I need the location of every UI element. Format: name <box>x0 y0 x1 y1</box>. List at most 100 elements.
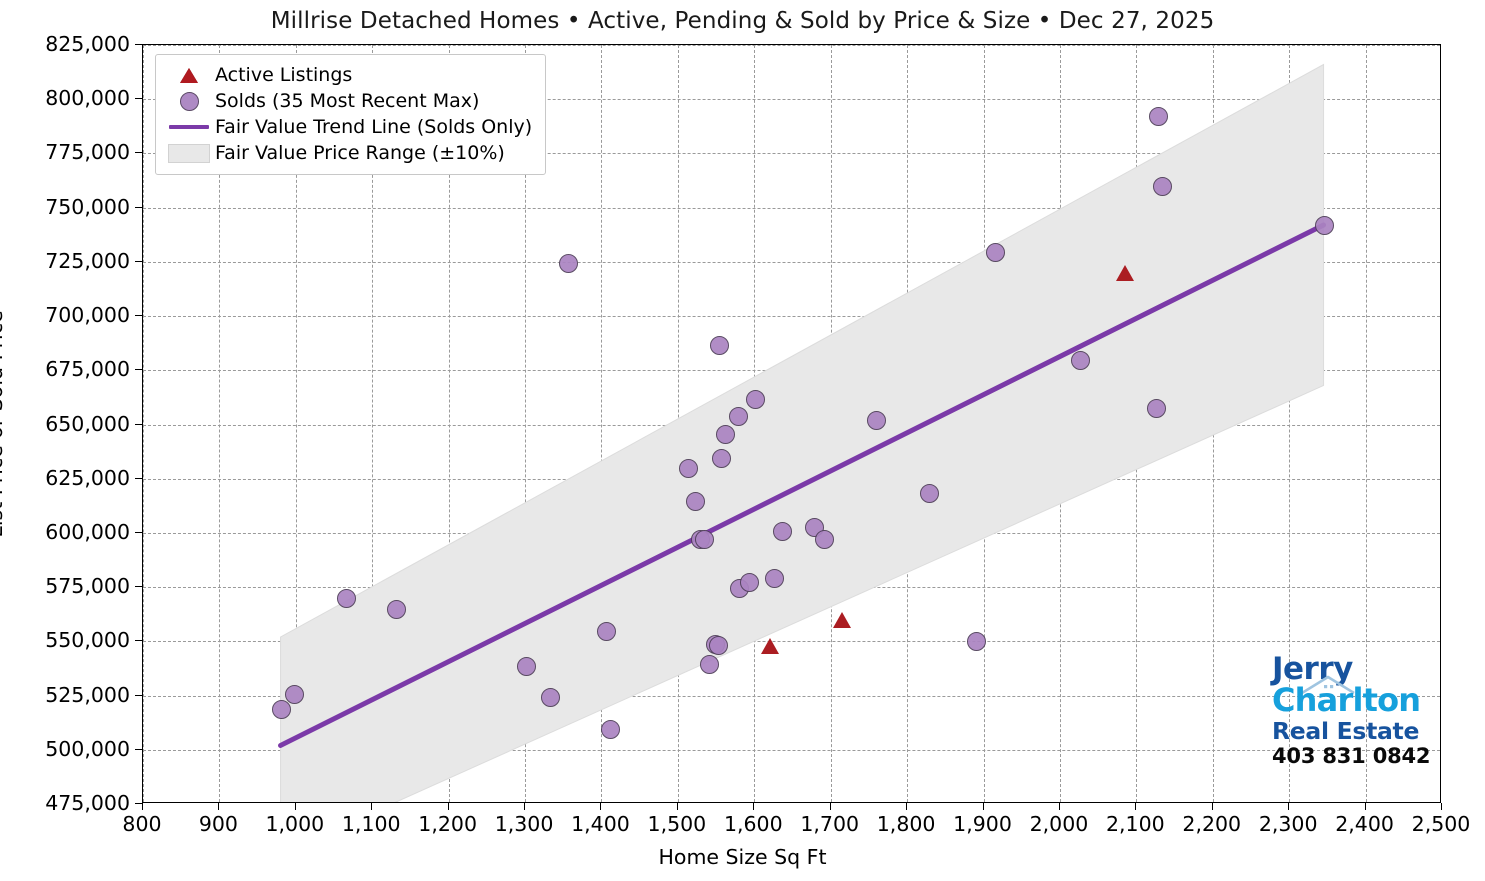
y-tick-label: 800,000 <box>45 86 130 111</box>
logo-line-charlton: Charlton <box>1272 680 1421 719</box>
y-tick-label: 775,000 <box>45 140 130 165</box>
trend-line <box>143 45 1440 802</box>
x-tick-mark <box>829 803 831 810</box>
y-tick-label: 650,000 <box>45 411 130 436</box>
brand-logo: Jerry Charlton Real Estate 403 831 0842 <box>1272 654 1432 769</box>
sold-point <box>272 700 292 720</box>
sold-point <box>814 529 834 549</box>
x-tick-label: 1,600 <box>723 812 783 836</box>
x-tick-mark <box>982 803 984 810</box>
y-tick-mark <box>135 152 142 154</box>
sold-point <box>596 622 616 641</box>
x-tick-label: 2,400 <box>1335 812 1394 836</box>
x-tick-mark <box>1441 803 1442 810</box>
x-tick-mark <box>600 803 602 810</box>
sold-point <box>712 448 732 468</box>
x-tick-label: 2,300 <box>1258 812 1318 836</box>
trend-line-shape <box>278 222 1327 748</box>
active-listing-point <box>760 637 779 654</box>
y-tick-mark <box>135 98 142 100</box>
sold-point <box>967 631 987 651</box>
y-tick-label: 525,000 <box>45 682 130 707</box>
gridline-vertical <box>372 45 374 802</box>
x-tick-mark <box>218 803 220 810</box>
x-tick-mark <box>676 803 678 810</box>
sold-point <box>541 688 560 708</box>
line-swatch-icon <box>167 125 211 129</box>
page-title: Millrise Detached Homes • Active, Pendin… <box>270 8 1215 34</box>
legend-item-trend: Fair Value Trend Line (Solds Only) <box>167 114 532 140</box>
y-tick-mark <box>135 369 142 371</box>
x-tick-label: 1,000 <box>265 812 325 836</box>
x-tick-mark <box>142 803 143 810</box>
sold-point <box>772 522 792 542</box>
x-tick-mark <box>753 803 755 810</box>
x-tick-label: 2,000 <box>1029 812 1089 836</box>
sold-point <box>516 656 536 676</box>
sold-point <box>686 491 706 511</box>
sold-point <box>558 254 578 274</box>
x-tick-label: 1,300 <box>494 812 554 836</box>
gridline-horizontal <box>143 749 1440 751</box>
legend-item-solds: Solds (35 Most Recent Max) <box>167 88 532 114</box>
y-tick-mark <box>135 694 142 696</box>
sold-point <box>336 589 356 609</box>
logo-phone: 403 831 0842 <box>1272 744 1431 769</box>
logo-line-realestate: Real Estate <box>1272 716 1420 745</box>
sold-point <box>709 335 729 355</box>
sold-point <box>386 600 406 620</box>
y-tick-label: 750,000 <box>45 194 130 219</box>
sold-point <box>600 719 620 739</box>
house-roof-icon <box>1301 675 1355 694</box>
active-listing-point <box>833 611 852 628</box>
sold-point <box>764 568 784 588</box>
y-tick-mark <box>135 477 142 479</box>
y-tick-label: 475,000 <box>45 791 130 815</box>
y-tick-mark <box>135 531 142 533</box>
y-tick-mark <box>135 803 142 804</box>
x-tick-mark <box>447 803 449 810</box>
x-tick-mark <box>1211 803 1213 810</box>
gridline-vertical <box>448 45 450 802</box>
x-tick-mark <box>1058 803 1060 810</box>
gridline-vertical <box>1289 45 1291 802</box>
y-tick-mark <box>135 315 142 317</box>
sold-point <box>866 410 886 430</box>
y-axis-label: List Price or Sold Price <box>0 310 7 538</box>
x-tick-mark <box>371 803 373 810</box>
sold-point <box>1315 216 1335 236</box>
x-tick-label: 1,800 <box>876 812 936 836</box>
y-tick-label: 500,000 <box>45 736 130 761</box>
y-tick-label: 575,000 <box>45 574 130 599</box>
y-tick-label: 700,000 <box>45 303 130 328</box>
x-tick-label: 2,500 <box>1411 812 1471 836</box>
sold-point <box>1146 398 1166 418</box>
sold-point <box>1070 350 1090 370</box>
legend-label-active: Active Listings <box>215 64 353 86</box>
y-tick-label: 675,000 <box>45 357 130 382</box>
y-tick-mark <box>135 260 142 262</box>
y-tick-mark <box>135 640 142 642</box>
gridline-horizontal <box>143 153 1440 155</box>
sold-point <box>285 684 305 704</box>
sold-point <box>699 654 719 674</box>
y-tick-mark <box>135 586 142 588</box>
gridline-horizontal <box>143 207 1440 209</box>
gridline-horizontal <box>143 695 1440 697</box>
sold-point <box>709 636 729 656</box>
sold-point <box>1149 106 1169 126</box>
x-tick-label: 1,400 <box>571 812 630 836</box>
gridline-horizontal <box>143 641 1440 643</box>
gridline-vertical <box>143 45 144 802</box>
gridline-vertical <box>295 45 297 802</box>
sold-point <box>745 389 765 409</box>
legend-item-active: Active Listings <box>167 62 532 88</box>
y-tick-label: 600,000 <box>45 519 130 544</box>
legend-label-trend: Fair Value Trend Line (Solds Only) <box>215 116 533 138</box>
y-tick-label: 825,000 <box>45 32 130 56</box>
y-tick-mark <box>135 748 142 750</box>
triangle-marker-icon <box>167 67 211 83</box>
x-tick-mark <box>294 803 296 810</box>
x-tick-label: 1,900 <box>953 812 1012 836</box>
